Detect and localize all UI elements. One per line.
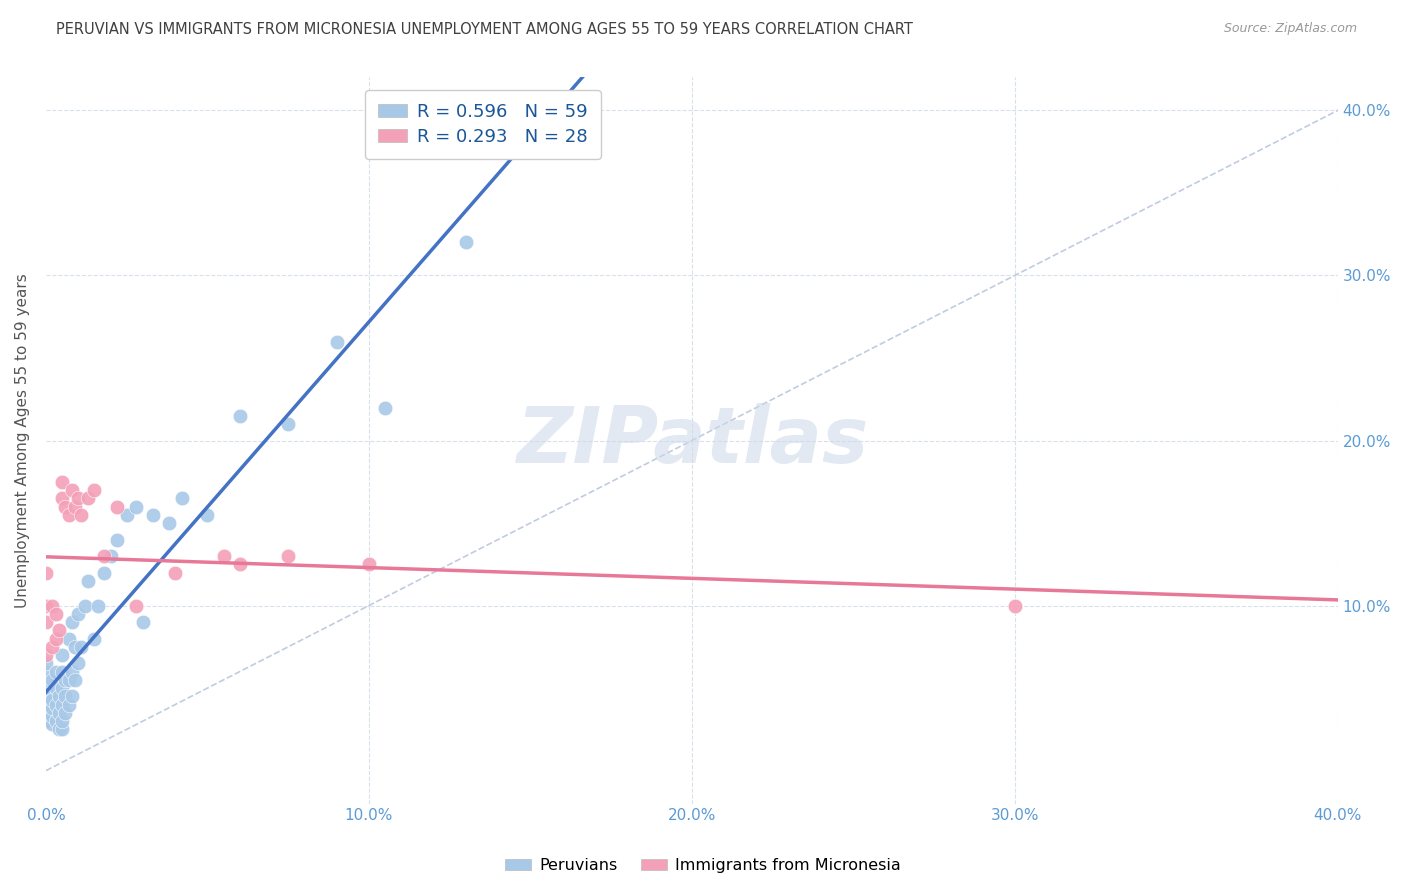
Y-axis label: Unemployment Among Ages 55 to 59 years: Unemployment Among Ages 55 to 59 years: [15, 273, 30, 608]
Point: [86, 599, 108, 613]
Point: [212, 549, 235, 563]
Point: [125, 599, 148, 613]
Point: [170, 491, 193, 506]
Point: [374, 401, 396, 415]
Point: [35, 690, 58, 704]
Point: [357, 558, 380, 572]
Point: [45, 632, 67, 646]
Point: [53, 706, 76, 720]
Point: [63, 673, 86, 687]
Point: [48, 624, 70, 638]
Point: [77, 491, 100, 506]
Point: [454, 235, 477, 250]
Point: [41, 673, 63, 687]
Point: [41, 717, 63, 731]
Text: PERUVIAN VS IMMIGRANTS FROM MICRONESIA UNEMPLOYMENT AMONG AGES 55 TO 59 YEARS CO: PERUVIAN VS IMMIGRANTS FROM MICRONESIA U…: [56, 22, 912, 37]
Text: ZIPatlas: ZIPatlas: [516, 402, 868, 478]
Point: [105, 500, 128, 514]
Point: [93, 566, 115, 580]
Point: [228, 409, 250, 423]
Point: [51, 491, 73, 506]
Point: [60, 483, 83, 497]
Point: [100, 549, 122, 563]
Point: [51, 681, 73, 695]
Point: [51, 723, 73, 737]
Point: [60, 690, 83, 704]
Point: [48, 690, 70, 704]
Point: [41, 599, 63, 613]
Point: [51, 665, 73, 679]
Point: [45, 607, 67, 621]
Point: [41, 701, 63, 715]
Point: [1004, 599, 1026, 613]
Text: Source: ZipAtlas.com: Source: ZipAtlas.com: [1223, 22, 1357, 36]
Legend: Peruvians, Immigrants from Micronesia: Peruvians, Immigrants from Micronesia: [499, 852, 907, 880]
Point: [51, 698, 73, 712]
Point: [48, 706, 70, 720]
Point: [35, 657, 58, 671]
Point: [197, 508, 219, 522]
Point: [51, 475, 73, 489]
Point: [45, 665, 67, 679]
Legend: R = 0.596   N = 59, R = 0.293   N = 28: R = 0.596 N = 59, R = 0.293 N = 28: [366, 90, 600, 159]
Point: [35, 599, 58, 613]
Point: [58, 632, 80, 646]
Point: [35, 648, 58, 662]
Point: [41, 709, 63, 723]
Point: [115, 508, 138, 522]
Point: [45, 681, 67, 695]
Point: [41, 692, 63, 706]
Point: [45, 714, 67, 728]
Point: [58, 698, 80, 712]
Point: [70, 640, 93, 654]
Point: [63, 640, 86, 654]
Point: [35, 714, 58, 728]
Point: [63, 500, 86, 514]
Point: [51, 714, 73, 728]
Point: [277, 549, 299, 563]
Point: [35, 698, 58, 712]
Point: [83, 632, 105, 646]
Point: [60, 665, 83, 679]
Point: [35, 706, 58, 720]
Point: [83, 483, 105, 497]
Point: [60, 615, 83, 629]
Point: [35, 681, 58, 695]
Point: [67, 657, 90, 671]
Point: [125, 500, 148, 514]
Point: [58, 508, 80, 522]
Point: [132, 615, 155, 629]
Point: [228, 558, 250, 572]
Point: [141, 508, 163, 522]
Point: [70, 508, 93, 522]
Point: [165, 566, 187, 580]
Point: [93, 549, 115, 563]
Point: [67, 607, 90, 621]
Point: [51, 648, 73, 662]
Point: [73, 599, 96, 613]
Point: [48, 723, 70, 737]
Point: [53, 500, 76, 514]
Point: [45, 698, 67, 712]
Point: [277, 417, 299, 431]
Point: [157, 516, 180, 530]
Point: [67, 491, 90, 506]
Point: [35, 615, 58, 629]
Point: [53, 673, 76, 687]
Point: [35, 665, 58, 679]
Point: [105, 533, 128, 547]
Point: [53, 690, 76, 704]
Point: [77, 574, 100, 588]
Point: [58, 673, 80, 687]
Point: [35, 566, 58, 580]
Point: [325, 334, 347, 349]
Point: [41, 640, 63, 654]
Point: [35, 673, 58, 687]
